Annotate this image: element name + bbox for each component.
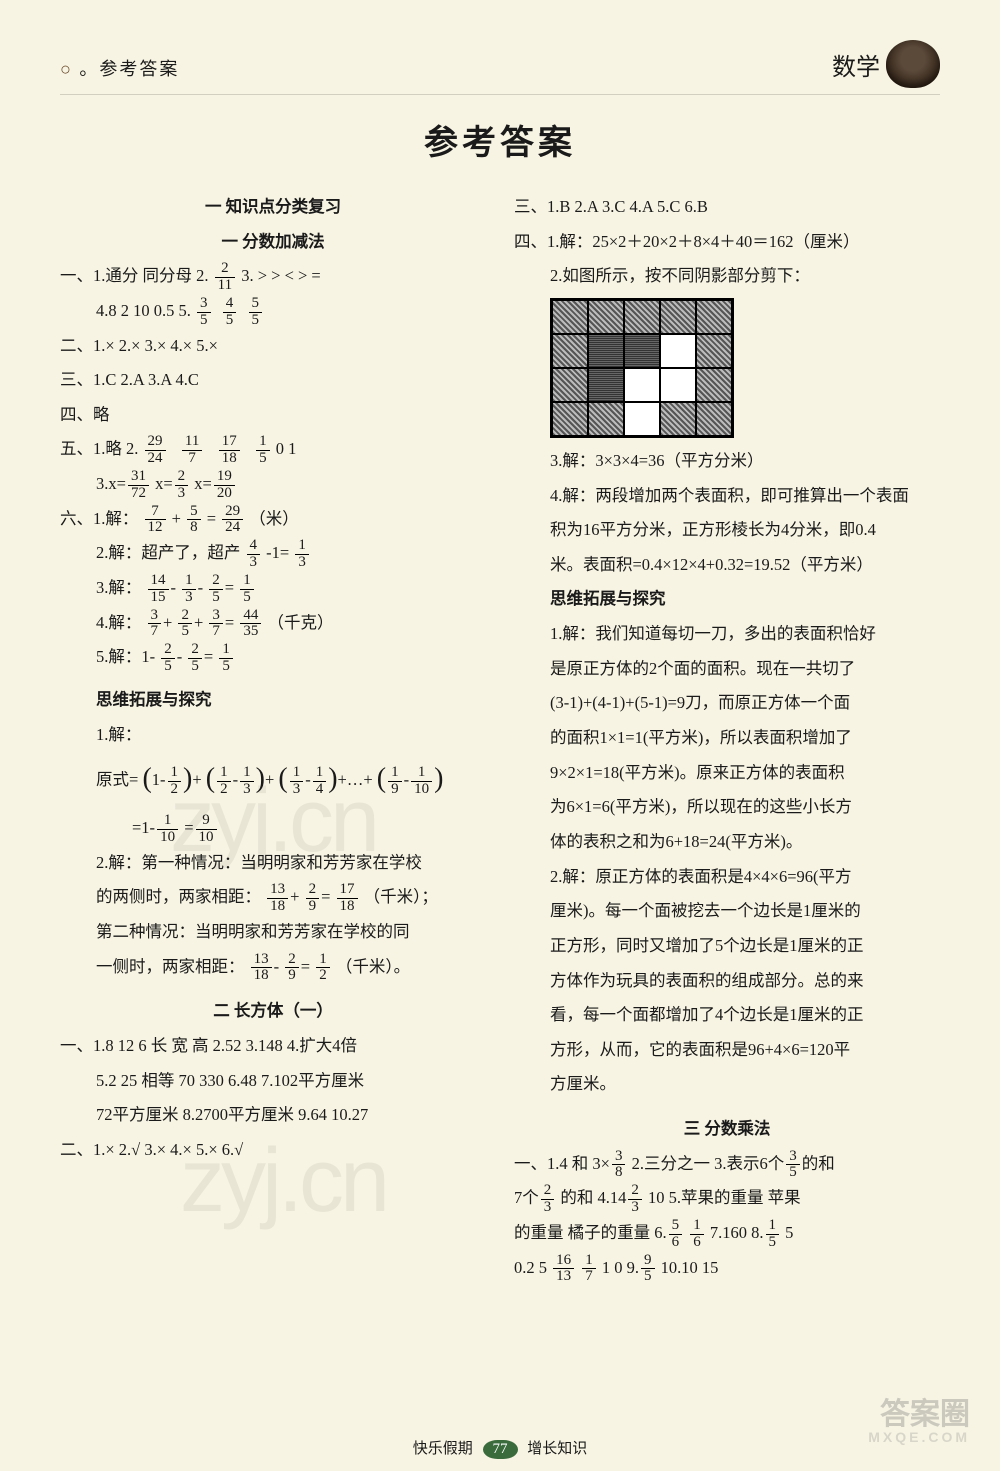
rc-r16: 厘米)。每一个面被挖去一个边长是1厘米的 xyxy=(514,894,940,929)
lc-line6: 五、1.略 2. 2924 117 1718 15 0 1 xyxy=(60,432,486,467)
header-subject: 数学 xyxy=(832,47,880,82)
header-left: ○ 。参考答案 xyxy=(60,55,179,81)
rc-r8: 1.解：我们知道每切一刀，多出的表面积恰好 xyxy=(514,617,940,652)
page-title: 参考答案 xyxy=(60,115,940,164)
lc-line11: 4.解： 37+ 25+ 37= 4435 （千克） xyxy=(60,606,486,641)
logo-icon xyxy=(886,40,940,88)
grid-cell xyxy=(624,334,660,368)
header: ○ 。参考答案 数学 xyxy=(60,40,940,95)
rc-r15: 2.解：原正方体的表面积是4×4×6=96(平方 xyxy=(514,860,940,895)
lc-line2: 4.8 2 10 0.5 5. 35 45 55 xyxy=(60,294,486,329)
footer-right: 增长知识 xyxy=(527,1441,587,1457)
rc-r1: 三、1.B 2.A 3.C 4.A 5.C 6.B xyxy=(514,190,940,225)
rc-r5: 4.解：两段增加两个表面积，即可推算出一个表面 xyxy=(514,479,940,514)
footer: 快乐假期 77 增长知识 xyxy=(0,1437,1000,1459)
grid-cell xyxy=(624,402,660,436)
right-column: 三、1.B 2.A 3.C 4.A 5.C 6.B 四、1.解：25×2＋20×… xyxy=(514,190,940,1285)
grid-cell xyxy=(696,334,732,368)
grid-cell xyxy=(660,368,696,402)
content-columns: 一 知识点分类复习 一 分数加减法 一、1.通分 同分母 2. 211 3. >… xyxy=(60,190,940,1285)
lc-ext-eq1: 原式= (1-12)+ (12-13)+ (13-14)+…+ (19-110) xyxy=(60,752,486,811)
lc-ext2-l1: 2.解：第一种情况：当明明家和芳芳家在学校 xyxy=(60,846,486,881)
page-number: 77 xyxy=(483,1440,518,1459)
lc-ext2-l3: 第二种情况：当明明家和芳芳家在学校的同 xyxy=(60,915,486,950)
header-right: 数学 xyxy=(832,40,940,88)
rc-r18: 方体作为玩具的表面积的组成部分。总的来 xyxy=(514,964,940,999)
rc-s3-l1: 一、1.4 和 3×38 2.三分之一 3.表示6个35的和 xyxy=(514,1147,940,1182)
grid-cell xyxy=(588,368,624,402)
lc-s2-l2: 5.2 25 相等 70 330 6.48 7.102平方厘米 xyxy=(60,1064,486,1099)
rc-s3-l3: 的重量 橘子的重量 6.56 16 7.160 8.15 5 xyxy=(514,1216,940,1251)
stamp-small: MXQE.COM xyxy=(868,1430,970,1445)
grid-cell xyxy=(588,334,624,368)
grid-cell xyxy=(552,402,588,436)
footer-left: 快乐假期 xyxy=(413,1441,473,1457)
lc-ext2-l4: 一侧时，两家相距： 1318- 29= 12 （千米）。 xyxy=(60,950,486,985)
lc-line8: 六、1.解： 712 + 58 = 2924 （米） xyxy=(60,502,486,537)
rc-r7: 米。表面积=0.4×12×4+0.32=19.52（平方米） xyxy=(514,548,940,583)
grid-cell xyxy=(624,300,660,334)
rc-s3-l2: 7个23 的和 4.1423 10 5.苹果的重量 苹果 xyxy=(514,1181,940,1216)
lc-s2-l3: 72平方厘米 8.2700平方厘米 9.64 10.27 xyxy=(60,1098,486,1133)
grid-cell xyxy=(624,368,660,402)
lc-s2-l4: 二、1.× 2.√ 3.× 4.× 5.× 6.√ xyxy=(60,1133,486,1168)
grid-cell xyxy=(588,402,624,436)
rc-r20: 方形，从而，它的表面积是96+4×6=120平 xyxy=(514,1033,940,1068)
lc-line1: 一、1.通分 同分母 2. 211 3. > > < > = xyxy=(60,259,486,294)
rc-r11: 的面积1×1=1(平方米)，所以表面积增加了 xyxy=(514,721,940,756)
rc-r21: 方厘米。 xyxy=(514,1067,940,1102)
grid-cell xyxy=(696,368,732,402)
grid-cell xyxy=(552,300,588,334)
lc-line12: 5.解：1- 25- 25= 15 xyxy=(60,640,486,675)
lc-ext-eq2: =1-110 =910 xyxy=(60,811,486,846)
rc-r19: 看，每一个面都增加了4个边长是1厘米的正 xyxy=(514,998,940,1033)
grid-cell xyxy=(552,368,588,402)
rc-r12: 9×2×1=18(平方米)。原来正方体的表面积 xyxy=(514,756,940,791)
rc-r17: 正方形，同时又增加了5个边长是1厘米的正 xyxy=(514,929,940,964)
lc-ext2-l2: 的两侧时，两家相距： 1318+ 29= 1718 （千米）； xyxy=(60,880,486,915)
rc-r6: 积为16平方分米，正方形棱长为4分米，即0.4 xyxy=(514,513,940,548)
rc-r13: 为6×1=6(平方米)，所以现在的这些小长方 xyxy=(514,790,940,825)
frac: 211 xyxy=(213,261,237,294)
stamp-big: 答案圈 xyxy=(880,1398,970,1431)
lc-line3: 二、1.× 2.× 3.× 4.× 5.× xyxy=(60,329,486,364)
lc-line4: 三、1.C 2.A 3.A 4.C xyxy=(60,363,486,398)
rc-s3-l4: 0.2 5 1613 17 1 0 9.95 10.10 15 xyxy=(514,1251,940,1286)
lc-ext1: 1.解： xyxy=(60,718,486,753)
rc-ext-h: 思维拓展与探究 xyxy=(514,582,940,617)
rc-r2: 四、1.解：25×2＋20×2＋8×4＋40＝162（厘米） xyxy=(514,225,940,260)
lc-line7: 3.x=3172 x=23 x=1920 xyxy=(60,467,486,502)
lc-line5: 四、略 xyxy=(60,398,486,433)
rc-r9: 是原正方体的2个面的面积。现在一共切了 xyxy=(514,652,940,687)
rc-r14: 体的表积之和为6+18=24(平方米)。 xyxy=(514,825,940,860)
grid-cell xyxy=(552,334,588,368)
lc-h3: 二 长方体（一） xyxy=(60,994,486,1029)
rc-r3: 2.如图所示，按不同阴影部分剪下： xyxy=(514,259,940,294)
grid-cell xyxy=(660,402,696,436)
left-column: 一 知识点分类复习 一 分数加减法 一、1.通分 同分母 2. 211 3. >… xyxy=(60,190,486,1285)
lc-ext-h: 思维拓展与探究 xyxy=(60,683,486,718)
lc-line10: 3.解： 1415- 13- 25= 15 xyxy=(60,571,486,606)
grid-cell xyxy=(660,334,696,368)
grid-cell xyxy=(588,300,624,334)
rc-r10: (3-1)+(4-1)+(5-1)=9刀，而原正方体一个面 xyxy=(514,686,940,721)
lc-h1: 一 知识点分类复习 xyxy=(60,190,486,225)
stamp: 答案圈 MXQE.COM xyxy=(868,1399,970,1445)
header-left-text: 。参考答案 xyxy=(79,59,179,79)
lc-s2-l1: 一、1.8 12 6 长 宽 高 2.52 3.148 4.扩大4倍 xyxy=(60,1029,486,1064)
grid-cell xyxy=(696,402,732,436)
lc-line9: 2.解：超产了，超产 43 -1= 13 xyxy=(60,536,486,571)
lc-h2: 一 分数加减法 xyxy=(60,225,486,260)
grid-figure xyxy=(514,298,940,438)
rc-h4: 三 分数乘法 xyxy=(514,1112,940,1147)
grid-cell xyxy=(660,300,696,334)
grid-cell xyxy=(696,300,732,334)
rc-r4: 3.解：3×3×4=36（平方分米） xyxy=(514,444,940,479)
